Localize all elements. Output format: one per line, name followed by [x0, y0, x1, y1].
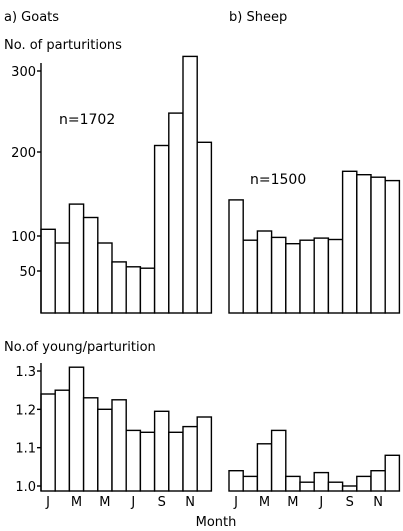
goats-month-tick-label: J	[130, 495, 135, 510]
goats-young-y-tick-label: 1.2	[15, 403, 36, 418]
sheep-young-bar	[270, 429, 287, 492]
goats-young-bar	[54, 389, 71, 492]
goats-parturition-y-tick-label: 50	[19, 265, 36, 280]
sheep-month-tick-label: M	[287, 495, 298, 510]
goats-parturition-bar	[182, 55, 198, 314]
goats-parturition-bar	[82, 216, 99, 314]
goats-young-bar	[97, 408, 113, 492]
sheep-young-bar	[370, 470, 386, 492]
goats-parturition-bar	[97, 242, 113, 314]
young-axis-title: No.of young/parturition	[4, 340, 156, 355]
sheep-sample-size: n=1500	[250, 172, 306, 188]
sheep-young-bar	[327, 481, 344, 492]
sheep-young-bar	[384, 454, 401, 492]
sheep-parturition-bar	[228, 199, 244, 314]
goats-month-tick-label: M	[71, 495, 82, 510]
sheep-young-bar	[228, 470, 244, 492]
goats-parturition-bar	[111, 261, 127, 314]
sheep-young-bar	[341, 485, 358, 492]
goats-young-bar	[125, 429, 142, 492]
sheep-parturition-bar	[299, 239, 315, 314]
sheep-young-bar	[256, 443, 273, 492]
sheep-parturition-bar	[341, 170, 358, 314]
goats-young-bar	[82, 397, 99, 492]
goats-parturition-bar	[125, 266, 142, 314]
sheep-young-bar	[313, 471, 330, 492]
goats-young-y-tick-label: 1.0	[15, 480, 36, 495]
goats-parturition-bar	[168, 112, 184, 314]
parturitions-axis-title: No. of parturitions	[4, 38, 122, 53]
goats-parturition-bar	[153, 144, 170, 314]
goats-young-bar	[168, 431, 184, 492]
sheep-month-tick-label: S	[346, 495, 354, 510]
goats-young-bar	[153, 410, 170, 492]
goats-parturition-bar	[40, 228, 56, 314]
goats-young-bar	[182, 425, 198, 492]
sheep-parturition-bar	[384, 179, 401, 314]
goats-parturition-bar	[54, 242, 71, 314]
sheep-parturition-bar	[285, 242, 301, 314]
goats-young-bar	[139, 431, 156, 492]
sheep-parturition-bar	[370, 176, 386, 314]
sheep-month-tick-label: J	[318, 495, 323, 510]
sheep-young-bar	[356, 475, 372, 492]
goats-sample-size: n=1702	[59, 112, 115, 128]
x-axis-title: Month	[196, 515, 237, 530]
sheep-parturition-bar	[242, 239, 259, 314]
sheep-month-tick-label: M	[259, 495, 270, 510]
goats-young-bar	[68, 366, 85, 492]
sheep-month-tick-label: N	[373, 495, 383, 510]
sheep-parturition-bar	[356, 173, 372, 314]
goats-panel-title: a) Goats	[4, 10, 59, 25]
goats-parturition-y-tick-label: 300	[11, 65, 36, 80]
sheep-parturition-bar	[313, 237, 330, 314]
sheep-month-tick-label: J	[233, 495, 238, 510]
goats-parturition-bar	[139, 267, 156, 314]
sheep-young-bar	[285, 475, 301, 492]
goats-parturition-y-tick-label: 100	[11, 230, 36, 245]
sheep-parturition-bar	[327, 238, 344, 314]
goats-young-bar	[196, 416, 213, 492]
goats-parturition-y-tick-label: 200	[11, 146, 36, 161]
sheep-young-bar	[299, 481, 315, 492]
bars-layer: 50 100 200 300 1.0 1.1 1.2 1.3 J M M J S N J M M J S N	[11, 55, 401, 510]
sheep-young-bar	[242, 475, 259, 492]
sheep-parturition-bar	[270, 236, 287, 314]
goats-young-y-tick-label: 1.1	[15, 442, 36, 457]
goats-month-tick-label: N	[185, 495, 195, 510]
goats-month-tick-label: S	[158, 495, 166, 510]
goats-month-tick-label: M	[99, 495, 110, 510]
goats-parturition-bar	[68, 203, 85, 314]
goats-parturition-bar	[196, 141, 213, 314]
sheep-panel-title: b) Sheep	[229, 10, 287, 25]
goats-month-tick-label: J	[45, 495, 50, 510]
sheep-parturition-bar	[256, 230, 273, 314]
goats-young-y-tick-label: 1.3	[15, 365, 36, 380]
goats-young-bar	[111, 399, 127, 492]
goats-young-bar	[40, 393, 56, 492]
